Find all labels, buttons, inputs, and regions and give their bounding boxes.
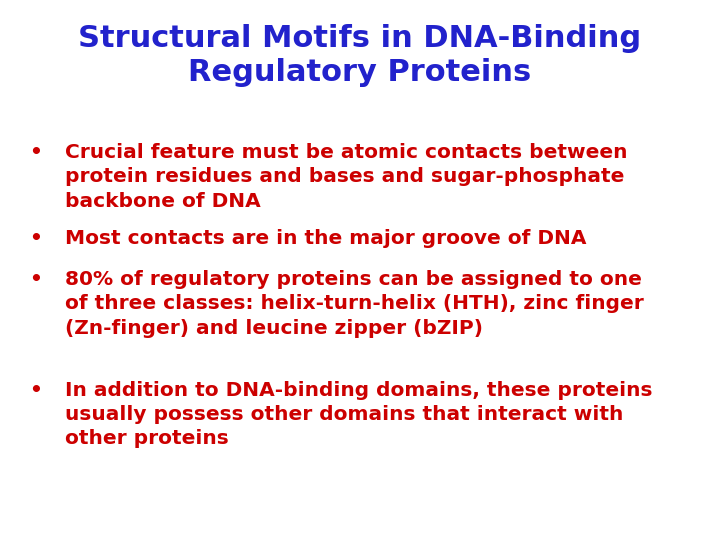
Text: Most contacts are in the major groove of DNA: Most contacts are in the major groove of… — [65, 230, 586, 248]
Text: Structural Motifs in DNA-Binding
Regulatory Proteins: Structural Motifs in DNA-Binding Regulat… — [78, 24, 642, 87]
Text: Crucial feature must be atomic contacts between
protein residues and bases and s: Crucial feature must be atomic contacts … — [65, 143, 627, 211]
Text: •: • — [29, 381, 42, 400]
Text: •: • — [29, 270, 42, 289]
Text: •: • — [29, 230, 42, 248]
Text: In addition to DNA-binding domains, these proteins
usually possess other domains: In addition to DNA-binding domains, thes… — [65, 381, 652, 448]
Text: •: • — [29, 143, 42, 162]
Text: 80% of regulatory proteins can be assigned to one
of three classes: helix-turn-h: 80% of regulatory proteins can be assign… — [65, 270, 644, 338]
